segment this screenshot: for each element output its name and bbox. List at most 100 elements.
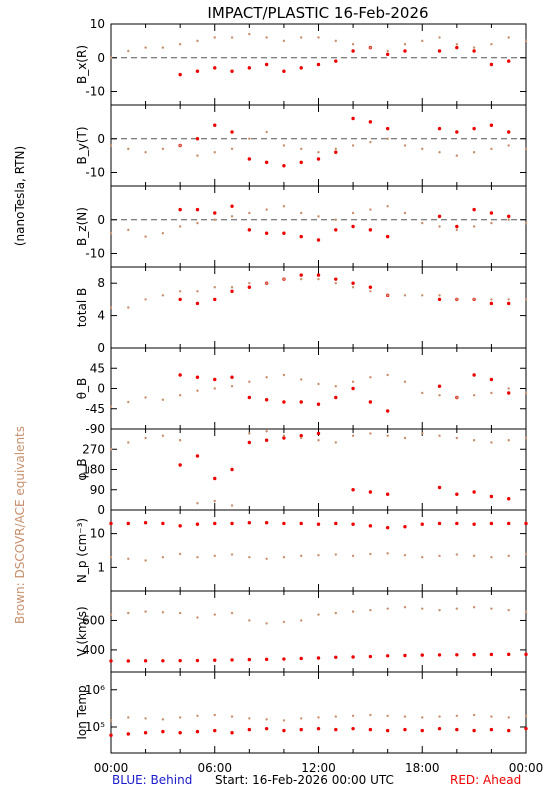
- chart-title: IMPACT/PLASTIC 16-Feb-2026: [207, 4, 428, 22]
- point-dscovr-bx: [438, 36, 441, 39]
- point-dscovr-phi: [196, 502, 199, 505]
- point-dscovr-btot: [161, 294, 165, 297]
- point-ahead-theta: [316, 402, 321, 406]
- point-dscovr-np: [317, 553, 320, 557]
- point-dscovr-bx: [196, 39, 199, 43]
- point-ahead-by: [472, 126, 476, 131]
- point-ahead-by: [282, 164, 286, 168]
- point-ahead-phi: [507, 497, 511, 501]
- point-dscovr-np: [524, 552, 528, 556]
- point-ahead-np: [247, 521, 252, 525]
- point-dscovr-np: [230, 553, 234, 556]
- point-dscovr-v: [403, 606, 407, 609]
- x-tick-label: 12:00: [301, 761, 336, 775]
- point-ahead-temp: [143, 731, 148, 735]
- point-ahead-phi: [472, 490, 476, 494]
- point-dscovr-bz: [369, 208, 372, 211]
- point-ahead-bz: [455, 224, 459, 229]
- point-dscovr-by: [161, 147, 165, 151]
- point-ahead-v: [507, 652, 511, 657]
- point-ahead-theta: [351, 386, 355, 391]
- point-ahead-v: [455, 653, 459, 657]
- point-ahead-phi: [213, 476, 217, 481]
- point-dscovr-temp: [127, 716, 130, 719]
- axis-label-np: N_p (cm⁻³): [75, 518, 89, 583]
- point-dscovr-np: [351, 554, 355, 558]
- point-dscovr-temp: [178, 716, 182, 719]
- point-dscovr-by: [472, 151, 476, 154]
- point-ahead-by: [230, 130, 234, 134]
- y-tick-label-v: 400: [82, 643, 105, 657]
- point-dscovr-bx: [300, 36, 303, 39]
- point-ahead-by: [507, 130, 511, 134]
- y-tick-label-phi: 0: [97, 503, 105, 517]
- point-dscovr-theta: [161, 398, 165, 401]
- point-dscovr-bz: [213, 218, 216, 221]
- point-dscovr-np: [196, 556, 199, 559]
- y-tick-label-temp: 10⁵: [85, 720, 105, 734]
- point-dscovr-bz: [455, 228, 459, 232]
- point-dscovr-bx: [265, 36, 268, 39]
- point-ahead-np: [489, 521, 494, 526]
- point-dscovr-temp: [386, 714, 389, 717]
- point-ahead-temp: [264, 726, 269, 731]
- point-ahead-v: [368, 654, 373, 659]
- y-tick-label-np: 1: [97, 560, 105, 574]
- point-dscovr-v: [127, 611, 130, 615]
- point-dscovr-phi: [472, 439, 476, 442]
- y-tick-label-btot: 0: [97, 341, 105, 355]
- point-ahead-btot: [213, 297, 217, 302]
- point-dscovr-btot: [455, 298, 459, 301]
- point-dscovr-np: [386, 552, 389, 555]
- point-dscovr-by: [248, 137, 251, 140]
- point-dscovr-phi: [490, 441, 493, 444]
- point-dscovr-theta: [472, 394, 476, 397]
- point-dscovr-temp: [282, 719, 286, 722]
- point-dscovr-v: [351, 610, 355, 613]
- point-ahead-btot: [507, 301, 511, 306]
- point-dscovr-by: [144, 151, 147, 154]
- point-dscovr-theta: [230, 385, 234, 388]
- point-dscovr-btot: [334, 282, 337, 285]
- point-dscovr-theta: [178, 394, 182, 397]
- point-dscovr-bx: [144, 46, 147, 49]
- point-dscovr-phi: [524, 436, 528, 440]
- y-tick-label-phi: 270: [82, 442, 105, 456]
- point-dscovr-np: [490, 556, 493, 559]
- point-dscovr-bz: [524, 221, 528, 225]
- point-ahead-temp: [282, 728, 286, 733]
- point-ahead-phi: [351, 488, 355, 492]
- point-ahead-btot: [489, 301, 494, 306]
- point-ahead-temp: [455, 727, 459, 732]
- point-dscovr-bx: [230, 36, 234, 39]
- point-dscovr-bz: [178, 225, 182, 228]
- point-dscovr-phi: [109, 448, 113, 451]
- point-ahead-np: [161, 521, 165, 526]
- point-dscovr-btot: [109, 306, 113, 309]
- point-ahead-temp: [126, 732, 130, 736]
- point-ahead-temp: [489, 727, 494, 732]
- point-ahead-v: [299, 656, 303, 661]
- point-dscovr-bx: [213, 36, 216, 39]
- panel-frame-v: [110, 590, 527, 673]
- point-dscovr-v: [265, 622, 268, 625]
- point-dscovr-bz: [351, 211, 355, 215]
- point-dscovr-v: [386, 607, 389, 610]
- point-dscovr-bz: [300, 211, 303, 215]
- point-ahead-bx: [489, 62, 494, 67]
- point-ahead-np: [472, 522, 476, 526]
- point-dscovr-btot: [248, 282, 251, 285]
- point-dscovr-phi: [178, 439, 182, 442]
- point-dscovr-v: [109, 613, 113, 616]
- point-dscovr-np: [507, 554, 510, 558]
- point-dscovr-by: [127, 147, 130, 151]
- point-dscovr-bz: [507, 218, 510, 221]
- point-dscovr-v: [421, 607, 424, 610]
- point-dscovr-theta: [524, 391, 528, 395]
- point-dscovr-by: [196, 154, 199, 157]
- point-dscovr-np: [213, 554, 216, 558]
- point-dscovr-by: [369, 140, 372, 144]
- point-dscovr-phi: [230, 504, 234, 507]
- point-dscovr-btot: [369, 290, 372, 293]
- point-ahead-theta: [489, 377, 494, 382]
